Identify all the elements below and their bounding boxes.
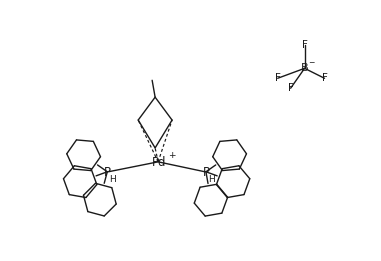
Text: −: − xyxy=(308,58,315,67)
Text: B: B xyxy=(301,63,308,73)
Text: +: + xyxy=(168,151,176,160)
Text: P: P xyxy=(104,166,111,179)
Text: F: F xyxy=(322,73,327,83)
Text: Pd: Pd xyxy=(152,156,166,169)
Text: H: H xyxy=(109,175,116,184)
Text: H: H xyxy=(208,175,215,184)
Text: P: P xyxy=(202,166,210,179)
Text: F: F xyxy=(302,40,307,50)
Text: F: F xyxy=(275,73,281,83)
Text: F: F xyxy=(288,83,294,93)
